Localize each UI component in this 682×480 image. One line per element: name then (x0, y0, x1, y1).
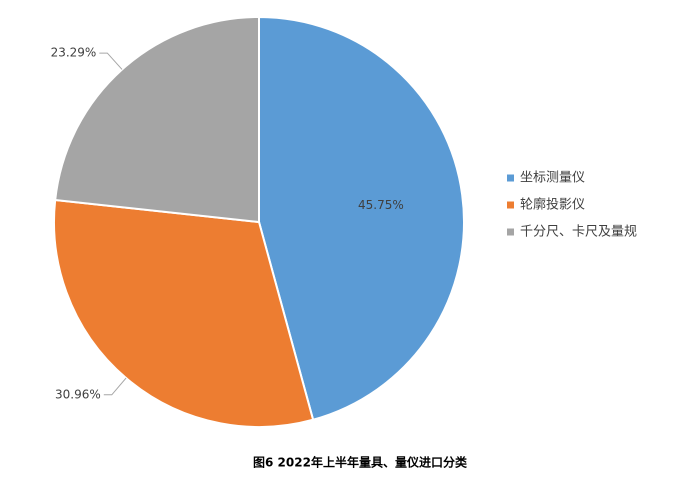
legend-label: 轮廓投影仪 (520, 197, 585, 213)
leader-line (99, 52, 123, 70)
legend-label: 千分尺、卡尺及量规 (520, 225, 637, 240)
chart-title: 图6 2022年上半年量具、量仪进口分类 (253, 455, 468, 470)
pie-slice (258, 15, 465, 421)
legend-label: 坐标测量仪 (520, 171, 585, 186)
data-label: 30.96% (55, 387, 101, 401)
data-label: 23.29% (51, 46, 97, 60)
legend-swatch (507, 201, 514, 209)
leader-line (103, 377, 127, 396)
pie-slice (53, 198, 315, 428)
data-label: 45.75% (358, 198, 404, 212)
legend-swatch (507, 228, 514, 236)
pie-slice (54, 15, 260, 224)
legend-swatch (507, 174, 514, 182)
